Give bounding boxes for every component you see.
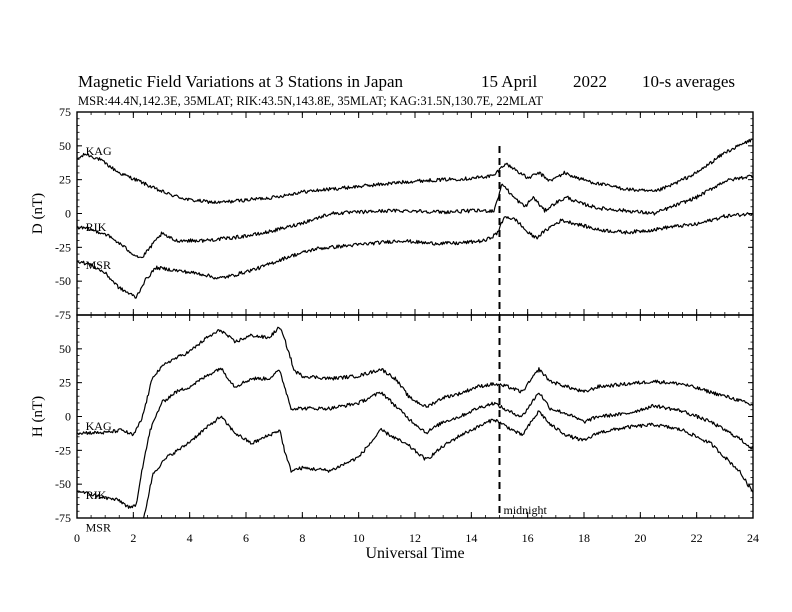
series-label-H-rik: RIK <box>86 488 107 502</box>
series-label-D-rik: RIK <box>86 220 107 234</box>
y-tick-label-H: -50 <box>55 477 71 491</box>
series-label-D-kag: KAG <box>86 144 112 158</box>
series-line-H-rik <box>77 367 753 509</box>
x-tick-label: 12 <box>409 531 421 545</box>
series-line-D-msr <box>77 212 753 299</box>
y-tick-label-D: 25 <box>59 173 71 187</box>
y-tick-label-H: 50 <box>59 342 71 356</box>
chart-averaging: 10-s averages <box>642 72 735 91</box>
series-line-H-kag <box>77 326 753 437</box>
y-tick-label-H: -25 <box>55 443 71 457</box>
x-tick-label: 8 <box>299 531 305 545</box>
y-tick-label-H: 25 <box>59 376 71 390</box>
x-tick-label: 14 <box>465 531 477 545</box>
y-tick-label-H: 0 <box>65 410 71 424</box>
series-label-H-kag: KAG <box>86 419 112 433</box>
series-label-D-msr: MSR <box>86 258 111 272</box>
x-tick-label: 16 <box>522 531 534 545</box>
y-tick-label-D: -50 <box>55 274 71 288</box>
x-tick-label: 0 <box>74 531 80 545</box>
y-tick-label-D: -25 <box>55 240 71 254</box>
x-tick-label: 6 <box>243 531 249 545</box>
panel-frame-H <box>76 314 754 519</box>
y-tick-label-H: -75 <box>55 511 71 525</box>
x-tick-label: 10 <box>353 531 365 545</box>
midnight-label: midnight <box>504 503 548 517</box>
y-tick-label-D: -75 <box>55 308 71 322</box>
x-tick-label: 20 <box>634 531 646 545</box>
x-axis-label: Universal Time <box>365 545 464 562</box>
y-tick-label-D: 75 <box>59 105 71 119</box>
series-label-H-msr: MSR <box>86 520 111 534</box>
series-line-D-rik <box>77 174 753 259</box>
chart-year: 2022 <box>573 72 607 91</box>
x-tick-label: 2 <box>130 531 136 545</box>
x-tick-label: 4 <box>187 531 193 545</box>
x-tick-label: 24 <box>747 531 759 545</box>
chart-subtitle: MSR:44.4N,142.3E, 35MLAT; RIK:43.5N,143.… <box>78 94 543 108</box>
y-axis-label-D: D (nT) <box>30 193 46 234</box>
chart-title: Magnetic Field Variations at 3 Stations … <box>78 72 404 91</box>
series-line-H-msr <box>77 410 753 518</box>
y-tick-label-D: 0 <box>65 207 71 221</box>
series-line-D-kag <box>77 138 753 204</box>
y-tick-label-D: 50 <box>59 139 71 153</box>
x-tick-label: 22 <box>691 531 703 545</box>
x-tick-label: 18 <box>578 531 590 545</box>
y-axis-label-H: H (nT) <box>30 396 46 437</box>
chart-date: 15 April <box>481 72 538 91</box>
